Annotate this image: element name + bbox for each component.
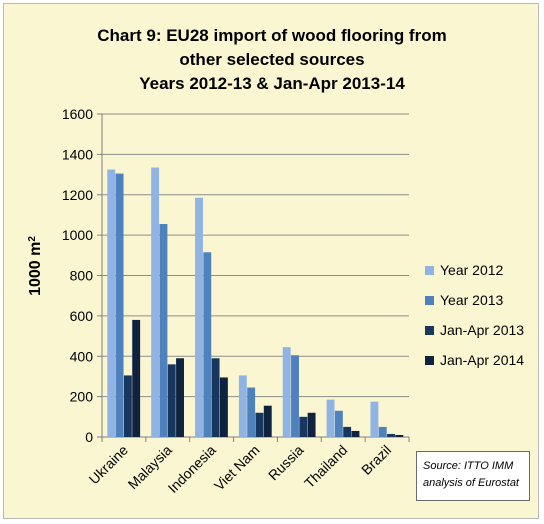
bar-chart: 02004006008001000120014001600UkraineMala… (27, 106, 525, 496)
chart-title-line-3: Years 2012-13 & Jan-Apr 2013-14 (139, 74, 405, 93)
bar-thailand-2 (334, 410, 343, 437)
bar-thailand-1 (326, 399, 335, 437)
legend-swatch (425, 356, 434, 365)
bar-malaysia-3 (167, 364, 176, 437)
chart-title-line-2: other selected sources (179, 50, 365, 69)
legend-swatch (425, 266, 434, 275)
bar-russia-3 (299, 416, 308, 437)
legend-swatch (425, 296, 434, 305)
bar-russia-2 (291, 355, 299, 437)
legend-label: Year 2012 (440, 262, 504, 278)
legend-swatch (425, 326, 434, 335)
x-category-label: Thailand (301, 442, 350, 491)
bar-ukraine-1 (107, 169, 116, 437)
bar-thailand-3 (343, 426, 352, 437)
chart-title-line-1: Chart 9: EU28 import of wood flooring fr… (97, 26, 447, 45)
bar-indonesia-4 (219, 377, 228, 437)
bar-russia-1 (282, 347, 291, 437)
chart-frame: Chart 9: EU28 import of wood flooring fr… (3, 3, 539, 519)
bar-indonesia-1 (195, 197, 203, 437)
bar-viet-nam-2 (247, 387, 256, 437)
x-category-label: Brazil (358, 442, 394, 478)
legend-label: Jan-Apr 2014 (440, 352, 524, 368)
y-tick-label: 1000 (62, 227, 93, 243)
y-tick-label: 1600 (62, 106, 93, 122)
bar-ukraine-4 (132, 319, 141, 437)
bar-viet-nam-3 (255, 412, 264, 437)
source-note: Source: ITTO IMM analysis of Eurostat (416, 451, 530, 501)
y-tick-label: 400 (70, 348, 94, 364)
x-category-label: Viet Nam (211, 442, 263, 494)
y-tick-label: 600 (70, 308, 94, 324)
bar-ukraine-3 (123, 375, 132, 437)
bar-thailand-4 (351, 430, 360, 437)
bar-brazil-4 (395, 434, 404, 437)
legend-label: Jan-Apr 2013 (440, 322, 524, 338)
bar-malaysia-4 (176, 358, 184, 437)
y-tick-label: 200 (70, 389, 94, 405)
bar-indonesia-2 (203, 252, 212, 437)
y-tick-label: 1400 (62, 146, 93, 162)
bar-malaysia-2 (159, 224, 168, 437)
x-category-label: Russia (265, 442, 307, 484)
bar-indonesia-3 (211, 358, 220, 437)
y-axis-label: 1000 m2 (27, 236, 45, 296)
bar-brazil-2 (378, 426, 387, 437)
source-note-line-1: Source: ITTO IMM (423, 460, 514, 472)
bar-brazil-1 (370, 401, 379, 437)
bar-viet-nam-1 (238, 375, 247, 437)
bar-brazil-3 (387, 433, 395, 437)
bar-russia-4 (307, 412, 316, 437)
x-category-label: Indonesia (165, 442, 219, 496)
y-tick-label: 800 (70, 268, 94, 284)
legend-label: Year 2013 (440, 292, 504, 308)
bar-ukraine-2 (115, 173, 124, 437)
bar-viet-nam-4 (263, 405, 272, 437)
source-note-line-2: analysis of Eurostat (423, 477, 519, 489)
bar-malaysia-1 (151, 167, 160, 437)
y-tick-label: 1200 (62, 187, 93, 203)
y-tick-label: 0 (85, 429, 93, 445)
